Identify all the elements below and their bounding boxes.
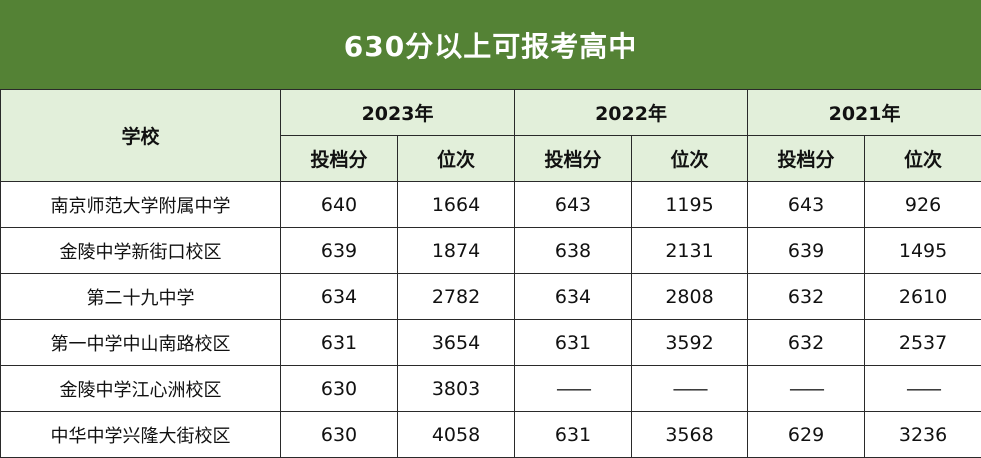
table-row: 中华中学兴隆大街校区 630 4058 631 3568 629 3236 — [1, 412, 981, 458]
rank-cell: 3654 — [398, 320, 515, 366]
table-row: 第二十九中学 634 2782 634 2808 632 2610 — [1, 274, 981, 320]
rank-header: 位次 — [632, 136, 748, 182]
score-cell: 640 — [281, 182, 398, 228]
school-name-cell: 第二十九中学 — [1, 274, 281, 320]
rank-cell: 2610 — [865, 274, 981, 320]
year-header-2023: 2023年 — [281, 90, 515, 136]
score-cell: 631 — [281, 320, 398, 366]
rank-cell: 1195 — [632, 182, 748, 228]
score-cell: 643 — [748, 182, 865, 228]
score-header: 投档分 — [748, 136, 865, 182]
score-cell: 630 — [281, 366, 398, 412]
score-cell: 634 — [515, 274, 632, 320]
rank-cell: 2782 — [398, 274, 515, 320]
header-row-years: 学校 2023年 2022年 2021年 — [1, 90, 981, 136]
score-cell: 632 — [748, 320, 865, 366]
rank-cell: 3236 — [865, 412, 981, 458]
score-header: 投档分 — [281, 136, 398, 182]
school-name-cell: 中华中学兴隆大街校区 — [1, 412, 281, 458]
rank-cell: 4058 — [398, 412, 515, 458]
rank-header: 位次 — [398, 136, 515, 182]
rank-cell: 3568 — [632, 412, 748, 458]
year-header-2022: 2022年 — [515, 90, 748, 136]
rank-cell: 2131 — [632, 228, 748, 274]
score-cell: 634 — [281, 274, 398, 320]
school-column-header: 学校 — [1, 90, 281, 182]
rank-cell: 3803 — [398, 366, 515, 412]
score-cell: 631 — [515, 412, 632, 458]
score-cell: 638 — [515, 228, 632, 274]
score-cell: 629 — [748, 412, 865, 458]
score-header: 投档分 — [515, 136, 632, 182]
school-name-cell: 南京师范大学附属中学 — [1, 182, 281, 228]
school-name-cell: 第一中学中山南路校区 — [1, 320, 281, 366]
table-title: 630分以上可报考高中 — [0, 0, 981, 89]
rank-cell: 926 — [865, 182, 981, 228]
table-row: 第一中学中山南路校区 631 3654 631 3592 632 2537 — [1, 320, 981, 366]
score-cell: 643 — [515, 182, 632, 228]
table-row: 南京师范大学附属中学 640 1664 643 1195 643 926 — [1, 182, 981, 228]
rank-cell: 1495 — [865, 228, 981, 274]
school-name-cell: 金陵中学新街口校区 — [1, 228, 281, 274]
admission-score-table: 学校 2023年 2022年 2021年 投档分 位次 投档分 位次 投档分 位… — [0, 89, 981, 458]
year-header-2021: 2021年 — [748, 90, 981, 136]
table-row: 金陵中学江心洲校区 630 3803 —— —— —— —— — [1, 366, 981, 412]
score-cell: 639 — [281, 228, 398, 274]
no-data-cell: —— — [515, 366, 632, 412]
no-data-cell: —— — [865, 366, 981, 412]
score-cell: 632 — [748, 274, 865, 320]
no-data-cell: —— — [748, 366, 865, 412]
rank-cell: 2808 — [632, 274, 748, 320]
rank-cell: 2537 — [865, 320, 981, 366]
score-cell: 631 — [515, 320, 632, 366]
score-cell: 630 — [281, 412, 398, 458]
school-name-cell: 金陵中学江心洲校区 — [1, 366, 281, 412]
rank-cell: 1874 — [398, 228, 515, 274]
score-cell: 639 — [748, 228, 865, 274]
table-row: 金陵中学新街口校区 639 1874 638 2131 639 1495 — [1, 228, 981, 274]
no-data-cell: —— — [632, 366, 748, 412]
rank-header: 位次 — [865, 136, 981, 182]
rank-cell: 3592 — [632, 320, 748, 366]
rank-cell: 1664 — [398, 182, 515, 228]
